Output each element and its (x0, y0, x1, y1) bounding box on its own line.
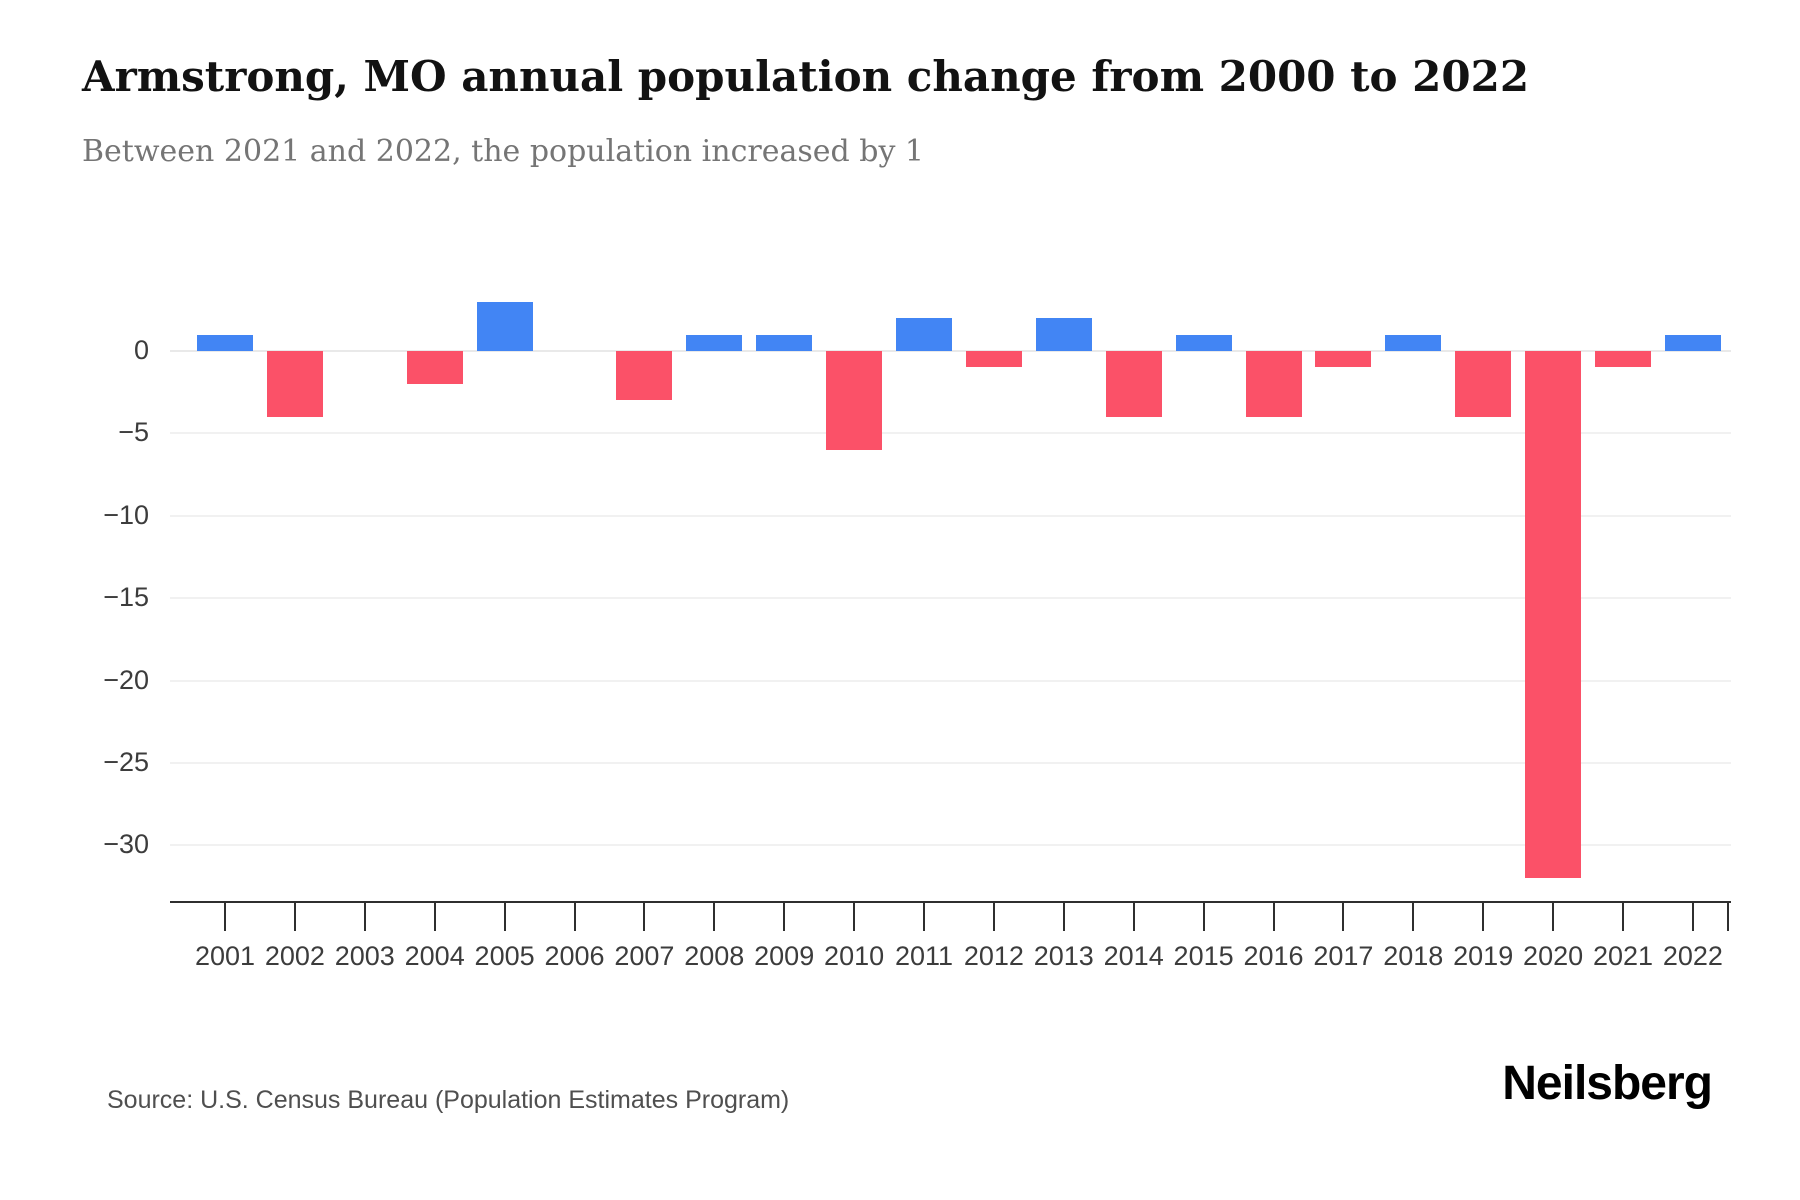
bar-2014[interactable] (1105, 351, 1162, 417)
x-axis-tick-label: 2020 (1523, 941, 1584, 971)
x-axis-tick-label: 2006 (544, 941, 605, 971)
x-axis-tick-label: 2022 (1662, 941, 1723, 971)
x-axis-tick-label: 2015 (1173, 941, 1234, 971)
x-axis-tick-label: 2021 (1592, 941, 1654, 971)
x-axis-tick-label: 2010 (824, 941, 885, 971)
bar-2017[interactable] (1315, 351, 1372, 368)
x-axis-line (170, 901, 1731, 903)
y-axis-tick-label: −30 (103, 829, 149, 860)
neilsberg-logo: Neilsberg (1502, 1057, 1713, 1110)
y-axis-tick-label: −15 (103, 582, 149, 613)
y-axis-tick-label: −5 (118, 417, 149, 448)
x-axis-tick-label: 2019 (1453, 941, 1514, 971)
bar-2011[interactable] (896, 318, 952, 351)
x-axis-tick (1202, 903, 1205, 931)
bar-2001[interactable] (197, 334, 253, 351)
x-axis-tick (224, 903, 226, 931)
x-axis-tick (363, 903, 366, 931)
bar-2008[interactable] (686, 334, 743, 351)
x-axis-tick-label: 2017 (1313, 941, 1374, 971)
chart-title: Armstrong, MO annual population change f… (82, 52, 1530, 101)
gridline (170, 432, 1731, 435)
x-axis-tick (992, 903, 995, 931)
x-axis-tick-label: 2012 (963, 941, 1024, 971)
bar-2010[interactable] (826, 351, 883, 450)
x-axis-tick-label: 2009 (754, 941, 815, 971)
y-axis-tick-label: −25 (103, 747, 149, 777)
x-axis-tick (1132, 903, 1135, 931)
x-axis-tick (1342, 903, 1345, 931)
x-axis-tick (923, 903, 925, 931)
bar-2018[interactable] (1385, 334, 1442, 351)
x-axis-tick-label: 2018 (1383, 941, 1444, 971)
bar-2005[interactable] (476, 301, 533, 351)
x-axis-tick-label: 2007 (614, 941, 675, 971)
x-axis-tick (1482, 903, 1485, 931)
x-axis-tick-label: 2004 (404, 941, 465, 971)
x-axis-tick (713, 903, 716, 931)
x-axis-tick (503, 903, 506, 931)
y-axis-tick-label: −20 (103, 664, 149, 695)
gridline (170, 679, 1731, 682)
chart-subtitle: Between 2021 and 2022, the population in… (82, 134, 925, 169)
source-attribution: Source: U.S. Census Bureau (Population E… (107, 1086, 790, 1114)
bar-2015[interactable] (1175, 334, 1232, 351)
x-axis-tick (1552, 903, 1555, 931)
x-axis-tick (853, 903, 856, 931)
bar-2022[interactable] (1664, 334, 1721, 351)
x-axis-end-tick (1727, 903, 1729, 931)
zero-gridline (170, 350, 1731, 352)
x-axis-tick-label: 2003 (334, 941, 395, 971)
x-axis-tick (1622, 903, 1624, 931)
bar-2021[interactable] (1595, 351, 1651, 368)
bar-2019[interactable] (1455, 351, 1512, 417)
x-axis-tick-label: 2005 (474, 941, 535, 971)
x-axis-tick (1062, 903, 1065, 931)
bar-2007[interactable] (616, 351, 673, 401)
x-axis-tick (783, 903, 786, 931)
gridline (170, 762, 1731, 764)
x-axis-tick-label: 2011 (894, 941, 954, 971)
x-axis-tick (573, 903, 576, 931)
x-axis-tick-label: 2013 (1033, 941, 1094, 971)
bar-2004[interactable] (406, 351, 463, 384)
x-axis-tick (1412, 903, 1415, 931)
x-axis-tick-label: 2014 (1103, 941, 1164, 971)
x-axis-tick-label: 2001 (194, 941, 256, 971)
bar-2012[interactable] (965, 351, 1022, 368)
gridline (170, 514, 1731, 517)
x-axis-tick-label: 2008 (684, 941, 745, 971)
bar-2016[interactable] (1245, 351, 1302, 417)
bar-2009[interactable] (756, 334, 813, 351)
bar-chart-plot: 0 −5 −10 −15 −20 −25 −30 2001 2002 2003 2004 2005 20… (103, 255, 1731, 1000)
x-axis-tick-label: 2002 (264, 941, 325, 971)
bar-2013[interactable] (1035, 318, 1092, 351)
gridline (170, 844, 1731, 847)
x-axis-tick (1272, 903, 1275, 931)
x-axis-tick (293, 903, 296, 931)
bar-2002[interactable] (266, 351, 323, 417)
bar-2020[interactable] (1525, 351, 1582, 879)
y-axis-tick-label: 0 (133, 335, 149, 365)
x-axis-tick (1691, 903, 1694, 931)
gridline (170, 597, 1731, 600)
x-axis-tick (433, 903, 436, 931)
y-axis-tick-label: −10 (103, 499, 149, 530)
x-axis-tick (643, 903, 646, 931)
x-axis-tick-label: 2016 (1243, 941, 1304, 971)
